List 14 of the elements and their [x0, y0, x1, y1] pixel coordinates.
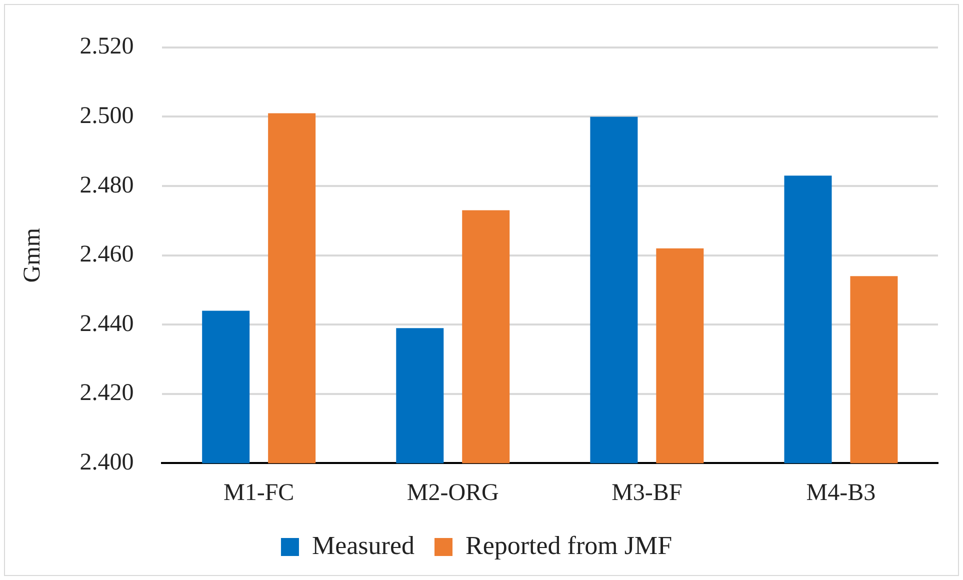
y-tick-label: 2.440 [80, 310, 134, 337]
y-axis-title: Gmm [20, 228, 46, 283]
y-tick-label: 2.420 [80, 380, 134, 406]
x-tick-label: M3-BF [612, 480, 682, 506]
y-tick-label: 2.460 [80, 242, 134, 268]
x-tick-label: M1-FC [223, 480, 294, 506]
legend-label: Measured [312, 530, 414, 560]
y-tick-label: 2.480 [80, 172, 134, 198]
y-tick-label: 2.500 [80, 102, 134, 129]
x-tick-label: M2-ORG [406, 480, 499, 506]
y-tick-label: 2.400 [80, 449, 134, 476]
legend-label: Reported from JMF [465, 530, 672, 560]
x-tick-label: M4-B3 [806, 480, 876, 506]
y-tick-label: 2.520 [80, 34, 134, 60]
